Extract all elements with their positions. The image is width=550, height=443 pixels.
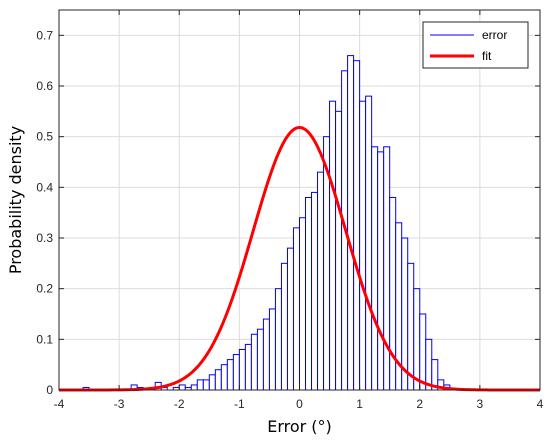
- histogram-bar: [371, 146, 379, 391]
- histogram-bar: [286, 247, 294, 391]
- y-tick-label: 0.5: [36, 130, 53, 144]
- y-tick-label: 0.3: [36, 231, 53, 245]
- histogram-bar: [353, 60, 361, 391]
- y-tick-label: 0.4: [36, 180, 53, 194]
- fit-curve: [59, 125, 540, 392]
- y-tick-label: 0.1: [36, 332, 53, 346]
- histogram-bar: [377, 151, 385, 391]
- histogram-bar: [292, 227, 300, 391]
- y-axis-title: Probability density: [6, 126, 25, 274]
- histogram-bar: [214, 369, 222, 391]
- histogram-bar: [419, 313, 427, 391]
- x-axis-title: Error (°): [267, 417, 332, 436]
- legend-box: [422, 21, 529, 69]
- legend: error fit: [422, 21, 529, 69]
- x-tick-label: -2: [174, 397, 185, 411]
- histogram-bar: [208, 374, 216, 391]
- y-tick-label: 0.2: [36, 282, 53, 296]
- x-tick-label: -3: [114, 397, 125, 411]
- legend-label-fit: fit: [482, 49, 492, 63]
- histogram-bar: [220, 364, 228, 391]
- histogram-bar: [190, 384, 198, 391]
- x-tick-label: -4: [54, 397, 65, 411]
- histogram-bar: [359, 100, 367, 391]
- histogram-bar: [407, 262, 415, 391]
- histogram-bars: [82, 55, 451, 391]
- x-tick-label: 1: [356, 397, 363, 411]
- y-tick-labels: 0 0.1 0.2 0.3 0.4 0.5 0.6 0.7: [36, 28, 53, 397]
- histogram-bar: [274, 288, 282, 391]
- histogram-bar: [244, 343, 252, 391]
- histogram-bar: [202, 379, 210, 391]
- y-tick-label: 0.7: [36, 28, 53, 42]
- histogram-bar: [250, 333, 258, 391]
- y-tick-label: 0: [46, 383, 53, 397]
- histogram-bar: [413, 288, 421, 391]
- x-tick-labels: -4 -3 -2 -1 0 1 2 3 4: [54, 397, 544, 411]
- histogram-bar: [256, 328, 264, 391]
- histogram-bar: [311, 191, 319, 391]
- histogram-bar: [196, 379, 204, 391]
- histogram-bar: [280, 262, 288, 391]
- histogram-bar: [178, 384, 186, 391]
- histogram-bar: [238, 348, 246, 391]
- x-tick-label: 3: [477, 397, 484, 411]
- histogram-bar: [299, 217, 307, 391]
- histogram-bar: [383, 146, 391, 391]
- x-tick-label: 4: [537, 397, 544, 411]
- histogram-bar: [317, 171, 325, 391]
- x-tick-label: 0: [296, 397, 303, 411]
- histogram-bar: [305, 196, 313, 391]
- legend-label-error: error: [482, 28, 507, 42]
- histogram-bar: [226, 359, 234, 391]
- axis-ticks: [58, 10, 541, 391]
- histogram-bar: [347, 55, 355, 391]
- histogram-bar: [262, 318, 270, 391]
- histogram-bar: [365, 95, 373, 391]
- histogram-bar: [335, 110, 343, 391]
- histogram-bar: [329, 100, 337, 391]
- histogram-bar: [389, 196, 397, 391]
- histogram-bar: [232, 354, 240, 391]
- histogram-bar: [268, 308, 276, 391]
- y-tick-label: 0.6: [36, 79, 53, 93]
- x-tick-label: 2: [416, 397, 423, 411]
- x-tick-label: -1: [234, 397, 245, 411]
